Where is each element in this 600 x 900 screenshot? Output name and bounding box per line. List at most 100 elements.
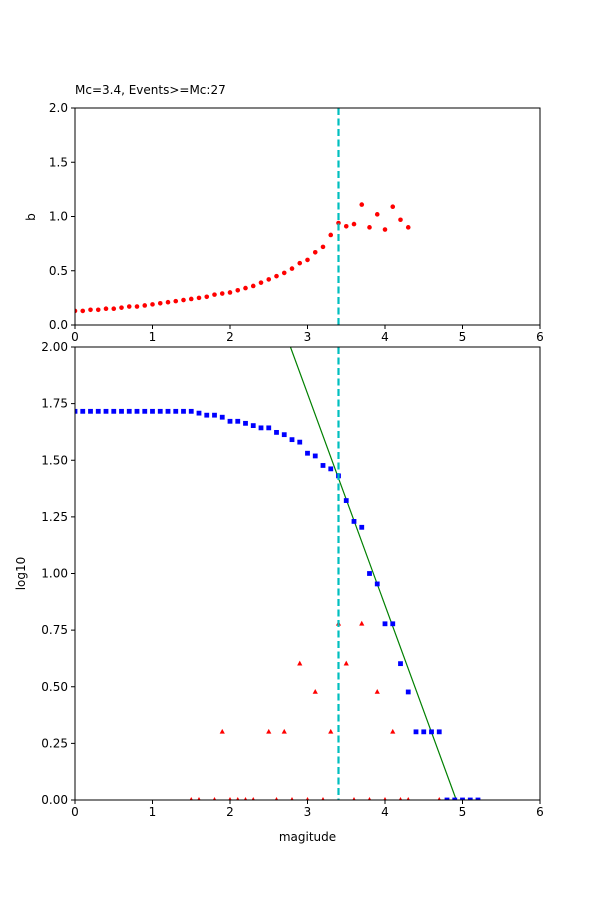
data-point bbox=[251, 797, 255, 800]
data-point bbox=[212, 797, 217, 800]
data-point bbox=[336, 220, 341, 226]
data-point bbox=[274, 429, 279, 435]
data-point bbox=[219, 728, 225, 734]
x-tick-label: 0 bbox=[71, 330, 79, 344]
data-point bbox=[228, 797, 232, 800]
data-point bbox=[181, 297, 186, 303]
data-point bbox=[406, 797, 410, 800]
x-tick-label: 0 bbox=[71, 805, 79, 819]
data-point bbox=[157, 301, 163, 306]
y-tick-label: 0.0 bbox=[49, 318, 68, 332]
data-point bbox=[343, 660, 349, 666]
y-tick-label: 0.00 bbox=[41, 793, 68, 807]
data-point bbox=[367, 571, 372, 576]
data-point bbox=[297, 260, 303, 266]
data-point bbox=[219, 291, 225, 296]
data-point bbox=[88, 307, 93, 313]
data-point bbox=[250, 423, 256, 428]
y-tick-label: 1.50 bbox=[41, 453, 68, 467]
data-point bbox=[398, 797, 403, 800]
data-point bbox=[359, 620, 365, 626]
data-point bbox=[343, 223, 349, 229]
data-point bbox=[235, 287, 241, 293]
y-tick-label: 1.75 bbox=[41, 397, 68, 411]
data-point bbox=[119, 305, 124, 310]
data-point bbox=[390, 621, 396, 627]
data-point bbox=[80, 408, 86, 414]
data-point bbox=[390, 204, 396, 210]
x-tick-label: 2 bbox=[226, 805, 234, 819]
data-point bbox=[142, 303, 148, 308]
data-point bbox=[305, 257, 310, 263]
data-point bbox=[196, 410, 202, 416]
data-point bbox=[374, 212, 380, 217]
data-point bbox=[297, 439, 303, 445]
data-point bbox=[173, 408, 179, 414]
data-point bbox=[111, 306, 117, 312]
data-point bbox=[359, 524, 365, 530]
data-point bbox=[188, 408, 194, 414]
data-point bbox=[95, 408, 101, 414]
data-point bbox=[460, 797, 465, 800]
x-tick-label: 1 bbox=[149, 805, 157, 819]
data-point bbox=[352, 797, 356, 800]
data-point bbox=[367, 797, 372, 800]
plot-area bbox=[75, 202, 411, 314]
series-0 bbox=[75, 202, 411, 314]
data-point bbox=[258, 425, 264, 431]
y-tick-label: 0.50 bbox=[41, 680, 68, 694]
data-point bbox=[297, 660, 303, 666]
data-point bbox=[290, 797, 294, 800]
y-tick-label: 2.0 bbox=[49, 101, 68, 115]
x-tick-label: 1 bbox=[149, 330, 157, 344]
data-point bbox=[157, 408, 163, 414]
data-point bbox=[390, 728, 396, 734]
data-point bbox=[134, 408, 140, 414]
data-point bbox=[250, 283, 256, 289]
data-point bbox=[382, 621, 388, 627]
data-point bbox=[243, 285, 248, 291]
data-point bbox=[289, 266, 295, 271]
data-point bbox=[243, 797, 248, 800]
x-tick-label: 3 bbox=[304, 330, 312, 344]
data-point bbox=[197, 797, 201, 800]
data-point bbox=[328, 728, 334, 734]
plot-area bbox=[75, 347, 481, 800]
y-axis-label: b bbox=[24, 213, 38, 221]
y-tick-label: 0.25 bbox=[41, 736, 68, 750]
data-point bbox=[126, 304, 132, 309]
data-point bbox=[219, 414, 225, 420]
data-point bbox=[236, 797, 240, 800]
data-point bbox=[374, 688, 380, 694]
b-value-panel: Mc=3.4, Events>=Mc:27 b 0 1 2 3 4 5 6 0.0 0.5 1.0… bbox=[24, 83, 544, 344]
y-tick-label: 1.5 bbox=[49, 155, 68, 169]
x-tick-label: 4 bbox=[381, 805, 389, 819]
y-tick-label: 2.00 bbox=[41, 340, 68, 354]
data-point bbox=[421, 729, 427, 735]
series-1 bbox=[189, 620, 441, 800]
y-tick-label: 0.5 bbox=[49, 264, 68, 278]
x-tick-label: 3 bbox=[304, 805, 312, 819]
data-point bbox=[383, 797, 387, 800]
data-point bbox=[374, 581, 380, 587]
x-tick-label: 6 bbox=[536, 805, 544, 819]
data-point bbox=[119, 408, 124, 414]
data-point bbox=[266, 728, 272, 734]
data-point bbox=[204, 412, 210, 418]
data-point bbox=[359, 202, 365, 207]
data-point bbox=[235, 418, 241, 424]
data-point bbox=[142, 408, 148, 414]
data-point bbox=[227, 418, 233, 424]
data-point bbox=[189, 797, 193, 800]
data-point bbox=[111, 408, 117, 414]
data-point bbox=[281, 270, 287, 276]
data-point bbox=[320, 244, 326, 250]
data-point bbox=[367, 225, 372, 230]
data-point bbox=[281, 432, 287, 438]
data-point bbox=[150, 302, 155, 307]
data-point bbox=[103, 306, 109, 312]
series-0 bbox=[75, 408, 481, 800]
data-point bbox=[289, 437, 295, 443]
data-point bbox=[266, 277, 272, 282]
